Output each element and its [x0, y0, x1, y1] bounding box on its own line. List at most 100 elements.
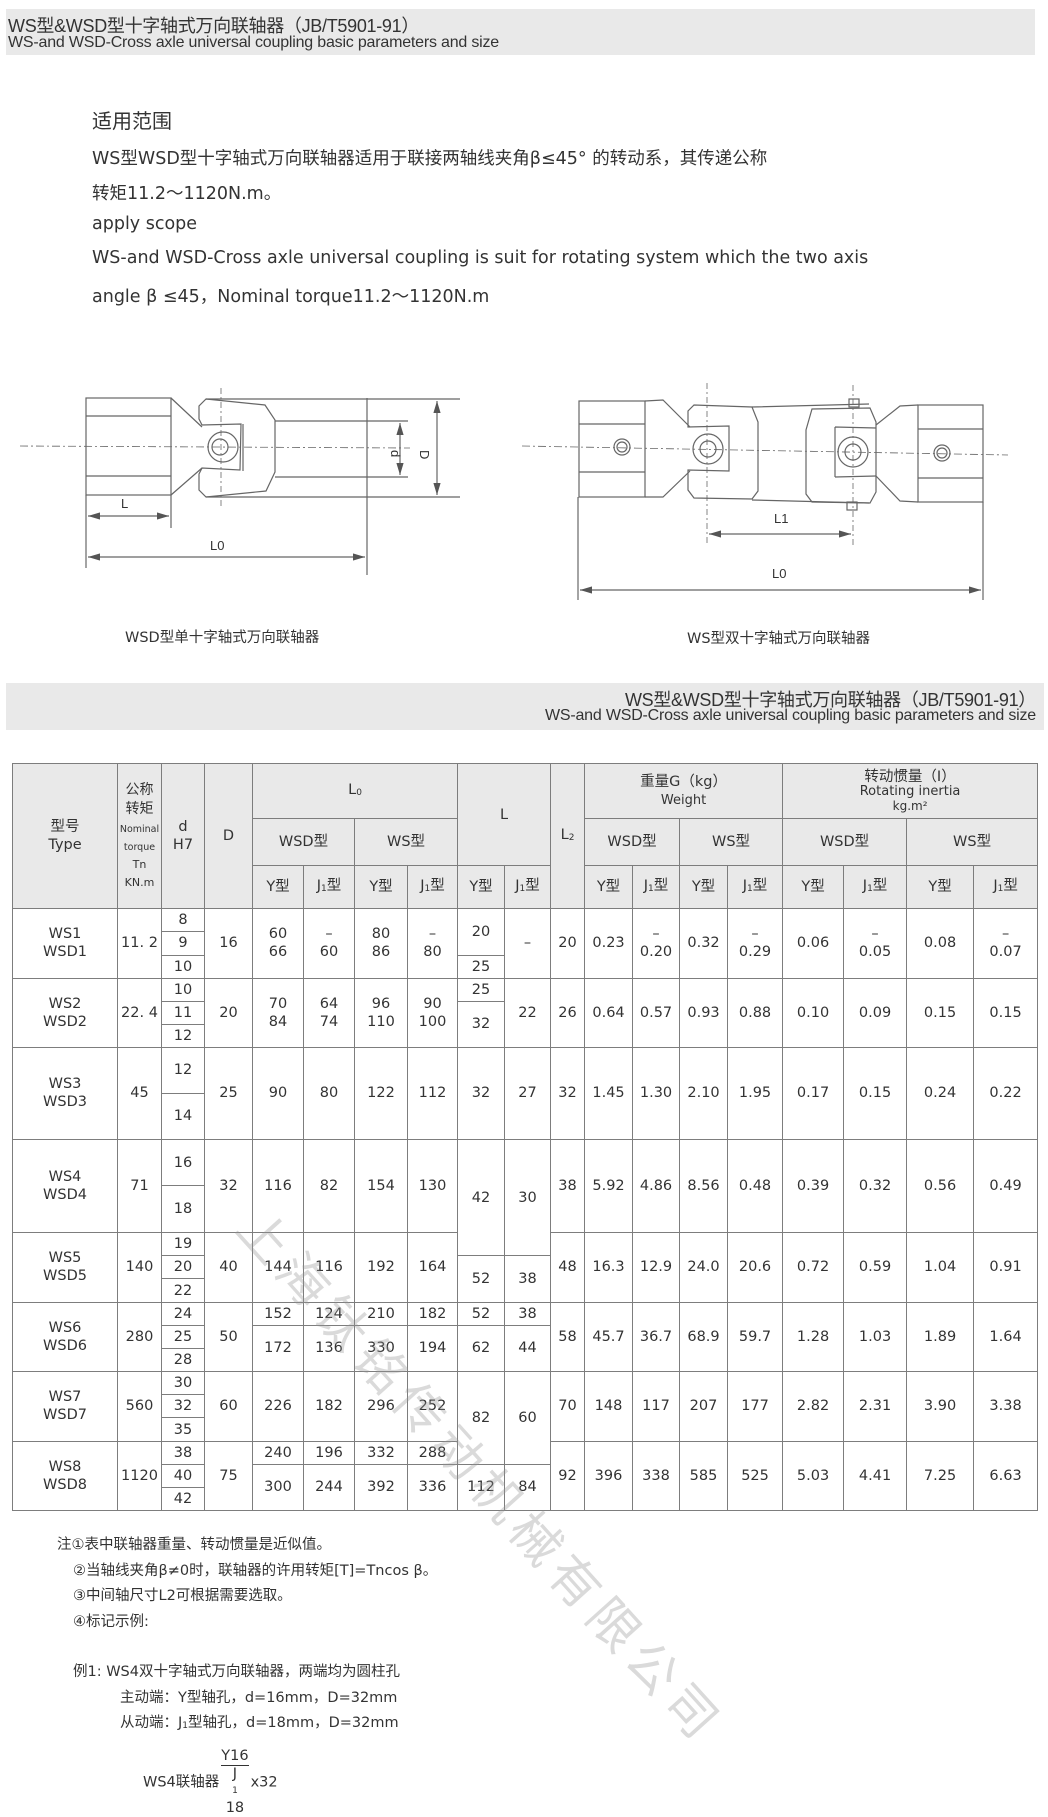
cell-lo-ws-j1: 130: [406, 1138, 459, 1233]
cell-D: 60: [204, 1370, 253, 1442]
col-lo-ws: WS型: [353, 818, 459, 866]
cell-weight-ws-y: 0.32: [679, 908, 729, 979]
subcol-l-y: Y型: [457, 865, 506, 909]
table-row: 12: [13, 1023, 1038, 1048]
cell-D: 25: [204, 1046, 253, 1140]
cell-d: 25: [161, 1324, 205, 1349]
col-D: D: [204, 763, 253, 909]
cell-lo-wsd-y: 172: [252, 1324, 304, 1372]
cell-d: 11: [161, 1000, 205, 1025]
cell-weight-ws-j1: 0.48: [727, 1138, 784, 1233]
cell-D: 32: [204, 1138, 253, 1233]
scope-en-heading: apply scope: [92, 214, 198, 234]
cell-inertia-wsd-j1: – 0.05: [843, 908, 908, 979]
example-drive-end: 主动端：Y型轴孔，d=16mm，D=32mm: [120, 1690, 398, 1706]
cell-l-j1: 84: [504, 1463, 552, 1511]
cell-l-j1: 44: [504, 1324, 552, 1372]
cell-lo-wsd-y: 70 84: [252, 977, 304, 1048]
cell-l-y: 32: [457, 1000, 506, 1048]
example-title: 例1: WS4双十字轴式万向联轴器，两端均为圆柱孔: [73, 1664, 400, 1680]
table-row: 18: [13, 1185, 1038, 1233]
cell-l-y: 25: [457, 954, 506, 979]
cell-l-y: 112: [457, 1463, 506, 1511]
cell-lo-ws-j1: 112: [406, 1046, 459, 1140]
cell-weight-ws-j1: 177: [727, 1370, 784, 1442]
cell-d: 14: [161, 1092, 205, 1140]
cell-weight-wsd-j1: 36.7: [632, 1301, 681, 1372]
cell-lo-ws-y: 192: [354, 1231, 408, 1303]
cell-weight-ws-y: 207: [679, 1370, 729, 1442]
double-coupling-caption: WS型双十字轴式万向联轴器: [687, 631, 871, 647]
cell-inertia-ws-y: 7.25: [906, 1440, 975, 1511]
table-row: WS5 WSD5 140 19 40 144 116 192 164 48 16.3 12.9 24.…: [12, 1231, 1039, 1303]
cell-l-j1: 38: [504, 1301, 552, 1326]
cell-d: 10: [161, 954, 205, 979]
col-weight: 重量G（kg） Weight: [584, 763, 784, 819]
scope-cn-line1: WS型WSD型十字轴式万向联轴器适用于联接两轴线夹角β≤45° 的转动系，其传递…: [92, 149, 768, 169]
cell-inertia-ws-j1: 3.38: [973, 1370, 1039, 1442]
note-4: ④标记示例:: [73, 1614, 149, 1630]
col-l2: L2: [550, 763, 586, 909]
cell-l-y: 82: [457, 1370, 506, 1465]
cell-type: WS4 WSD4: [12, 1138, 118, 1233]
cell-inertia-ws-y: 1.04: [906, 1231, 975, 1303]
cell-inertia-ws-y: 0.08: [906, 908, 975, 979]
cell-lo-ws-j1: 164: [406, 1231, 459, 1303]
cell-lo-wsd-y: 226: [252, 1370, 304, 1442]
cell-l-y: 52: [457, 1301, 506, 1326]
cell-inertia-wsd-j1: 1.03: [843, 1301, 908, 1372]
subcol-lo-ws-j1: J1型: [406, 865, 459, 909]
cell-lo-wsd-y: 60 66: [252, 908, 304, 979]
cell-l2: 58: [550, 1301, 586, 1372]
cell-l-j1: –: [504, 908, 552, 979]
cell-d: 24: [161, 1301, 205, 1326]
cell-lo-ws-j1: 336: [406, 1463, 459, 1511]
cell-inertia-ws-y: 1.89: [906, 1301, 975, 1372]
cell-weight-wsd-y: 0.23: [584, 908, 634, 979]
cell-inertia-wsd-j1: 0.15: [843, 1046, 908, 1140]
table-row: 42: [13, 1486, 1038, 1511]
cell-l2: 32: [550, 1046, 586, 1140]
cell-weight-ws-y: 8.56: [679, 1138, 729, 1233]
cell-lo-ws-y: 122: [354, 1046, 408, 1140]
cell-inertia-wsd-j1: 2.31: [843, 1370, 908, 1442]
cell-l-j1: 30: [504, 1138, 552, 1257]
cell-weight-wsd-y: 5.92: [584, 1138, 634, 1233]
cell-weight-ws-j1: 0.88: [727, 977, 784, 1048]
cell-inertia-wsd-j1: 0.32: [843, 1138, 908, 1233]
col-inertia-ws: WS型: [906, 818, 1039, 866]
cell-weight-ws-j1: 525: [727, 1440, 784, 1511]
cell-d: 28: [161, 1347, 205, 1372]
cell-inertia-wsd-y: 0.39: [782, 1138, 845, 1233]
cell-torque: 1120: [117, 1440, 162, 1511]
cell-lo-ws-y: 392: [354, 1463, 408, 1511]
cell-d: 35: [161, 1417, 205, 1442]
table-row: 10 25: [13, 954, 1038, 979]
cell-weight-wsd-j1: 4.86: [632, 1138, 681, 1233]
cell-lo-wsd-y: 144: [252, 1231, 304, 1303]
single-coupling-caption: WSD型单十字轴式万向联轴器: [125, 630, 320, 646]
subcol-lo-wsd-j1: J1型: [303, 865, 355, 909]
subcol-inertia-wsd-y: Y型: [782, 865, 845, 909]
cell-d: 42: [161, 1486, 205, 1511]
cell-l-j1: 27: [504, 1046, 552, 1140]
note-2: ②当轴线夹角β≠0时，联轴器的许用转矩[T]=Tncos β。: [73, 1563, 438, 1579]
cell-weight-ws-y: 585: [679, 1440, 729, 1511]
cell-d: 18: [161, 1185, 205, 1233]
cell-d: 38: [161, 1440, 205, 1465]
cell-weight-wsd-j1: 0.57: [632, 977, 681, 1048]
cell-inertia-ws-y: 0.56: [906, 1138, 975, 1233]
cell-lo-wsd-j1: 80: [303, 1046, 355, 1140]
cell-D: 16: [204, 908, 253, 979]
cell-type: WS1 WSD1: [12, 908, 118, 979]
cell-D: 75: [204, 1440, 253, 1511]
scope-en-line1: WS-and WSD-Cross axle universal coupling…: [92, 248, 869, 268]
cell-weight-ws-j1: 1.95: [727, 1046, 784, 1140]
dim-L0-label: L0: [210, 538, 224, 553]
table-row: 22: [13, 1278, 1038, 1303]
cell-inertia-ws-j1: 0.49: [973, 1138, 1039, 1233]
cell-d: 22: [161, 1278, 205, 1303]
subcol-weight-ws-y: Y型: [679, 865, 729, 909]
cell-torque: 45: [117, 1046, 162, 1140]
subcol-weight-wsd-y: Y型: [584, 865, 634, 909]
